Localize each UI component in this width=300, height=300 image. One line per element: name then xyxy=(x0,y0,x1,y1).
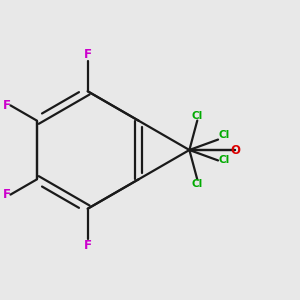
Text: F: F xyxy=(2,188,11,201)
Text: O: O xyxy=(230,143,240,157)
Text: Cl: Cl xyxy=(192,110,203,121)
Text: Cl: Cl xyxy=(218,155,229,165)
Text: F: F xyxy=(2,99,11,112)
Text: F: F xyxy=(84,48,92,61)
Text: Cl: Cl xyxy=(192,179,203,190)
Text: Cl: Cl xyxy=(218,130,229,140)
Text: F: F xyxy=(84,239,92,252)
